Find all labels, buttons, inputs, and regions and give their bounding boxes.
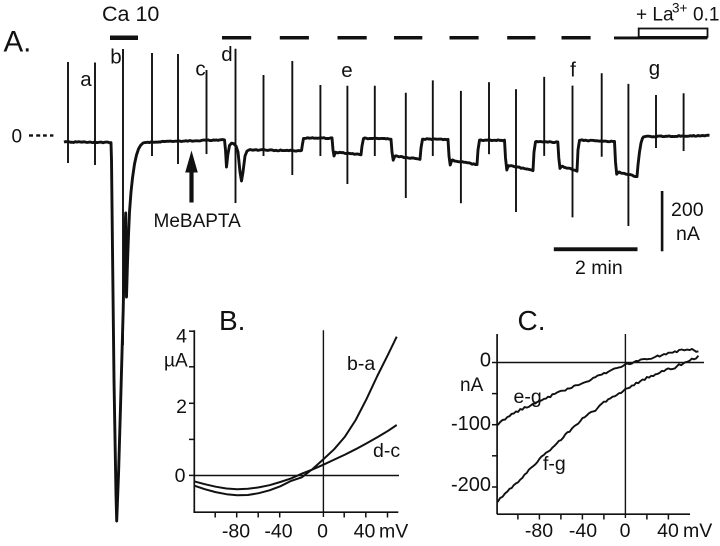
svg-text:4: 4 <box>176 326 187 348</box>
svg-text:-200: -200 <box>451 474 491 496</box>
svg-text:-40: -40 <box>569 520 597 541</box>
svg-text:d: d <box>221 43 232 66</box>
svg-text:200: 200 <box>671 199 704 221</box>
svg-text:0: 0 <box>620 520 631 541</box>
svg-text:0: 0 <box>175 465 186 487</box>
svg-text:µA: µA <box>164 351 188 372</box>
svg-text:C.: C. <box>518 305 546 336</box>
svg-text:40: 40 <box>354 521 376 542</box>
svg-text:2: 2 <box>176 396 187 418</box>
svg-text:Ca 10: Ca 10 <box>102 2 159 26</box>
svg-text:f: f <box>570 59 576 82</box>
svg-text:g: g <box>649 57 660 80</box>
svg-text:d-c: d-c <box>373 440 400 462</box>
svg-text:c: c <box>195 58 205 81</box>
svg-text:A.: A. <box>4 26 32 59</box>
svg-text:b-a: b-a <box>347 353 375 375</box>
svg-text:0: 0 <box>480 350 491 372</box>
svg-text:2 min: 2 min <box>575 257 623 279</box>
svg-text:mV: mV <box>683 520 712 541</box>
svg-text:e-g: e-g <box>514 386 542 408</box>
svg-text:MeBAPTA: MeBAPTA <box>154 211 242 232</box>
svg-text:-80: -80 <box>222 521 250 542</box>
svg-text:e: e <box>341 59 352 82</box>
svg-text:0.1: 0.1 <box>693 5 719 26</box>
svg-text:-100: -100 <box>451 413 491 435</box>
svg-text:B.: B. <box>219 305 245 336</box>
svg-text:40: 40 <box>657 520 679 541</box>
svg-text:mV: mV <box>379 521 408 542</box>
svg-text:-40: -40 <box>264 521 292 542</box>
svg-text:+ La: + La <box>636 5 674 26</box>
svg-text:3+: 3+ <box>672 1 688 16</box>
svg-text:nA: nA <box>676 223 700 245</box>
svg-text:a: a <box>80 68 92 91</box>
svg-text:-80: -80 <box>525 520 553 541</box>
svg-text:0: 0 <box>317 521 328 542</box>
svg-text:f-g: f-g <box>543 453 566 475</box>
svg-text:nA: nA <box>460 375 484 396</box>
svg-text:0: 0 <box>12 127 23 148</box>
svg-text:b: b <box>110 46 121 69</box>
